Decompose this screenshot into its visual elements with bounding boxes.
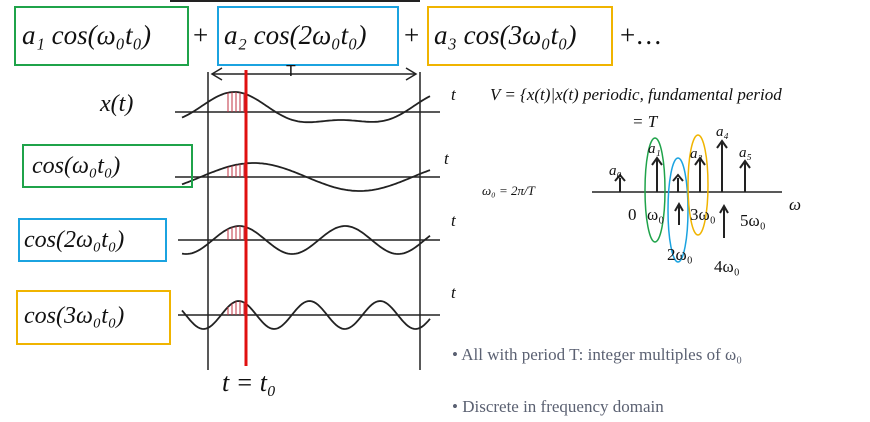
group-2	[667, 157, 689, 263]
waveforms	[175, 91, 440, 330]
group-3	[687, 134, 709, 236]
group-1	[644, 137, 666, 243]
freq-label: ω₀	[647, 205, 665, 224]
box-yellow	[16, 290, 171, 345]
omega-definition: ω₀ = 2π/T	[482, 183, 535, 198]
cursor-label: t = t₀	[222, 368, 277, 397]
term: a₂ cos(2ω₀t₀)	[224, 20, 367, 50]
period-label: T	[286, 63, 296, 80]
coef-label: a₅	[739, 145, 752, 161]
stems	[614, 139, 751, 238]
t-label: t	[451, 211, 456, 230]
coef-label: a₁	[648, 141, 661, 157]
coef-label: a₃	[690, 146, 703, 162]
row-label: cos(3ω₀t₀)	[24, 303, 125, 329]
term: a₃ cos(3ω₀t₀)	[434, 20, 577, 50]
set-definition: = T	[632, 112, 658, 131]
freq-label: 0	[628, 205, 637, 224]
coef-label: a₀	[609, 163, 622, 179]
box-blue	[18, 218, 167, 262]
bullet: • Discrete in frequency domain	[452, 397, 664, 416]
t-label: t	[451, 85, 456, 104]
set-definition: V = {x(t)|x(t) periodic, fundamental per…	[490, 85, 782, 104]
freq-label: 5ω₀	[740, 211, 766, 230]
arrow-heads	[210, 67, 418, 81]
freq-label: 2ω₀	[667, 245, 693, 264]
t-label: t	[451, 283, 456, 302]
bullet: • All with period T: integer multiples o…	[452, 345, 743, 364]
operator: +	[404, 20, 420, 50]
axis-label: ω	[789, 195, 802, 214]
freq-label: 3ω₀	[690, 205, 716, 224]
term: a₁ cos(ω₀t₀)	[22, 20, 151, 50]
row-label: cos(ω₀t₀)	[32, 153, 121, 179]
row-label: cos(2ω₀t₀)	[24, 227, 125, 253]
box-green	[14, 6, 189, 66]
wave	[181, 162, 431, 192]
freq-label: 4ω₀	[714, 257, 740, 276]
coef-label: a₄	[716, 124, 729, 140]
row-label: x(t)	[100, 91, 134, 117]
operator: +…	[620, 20, 663, 50]
box-yellow	[427, 6, 613, 66]
wave	[181, 91, 431, 124]
wave	[181, 225, 431, 255]
t-label: t	[444, 149, 449, 168]
wave	[181, 300, 431, 330]
box-blue	[217, 6, 399, 66]
operator: +	[193, 20, 209, 50]
box-green	[22, 144, 193, 188]
